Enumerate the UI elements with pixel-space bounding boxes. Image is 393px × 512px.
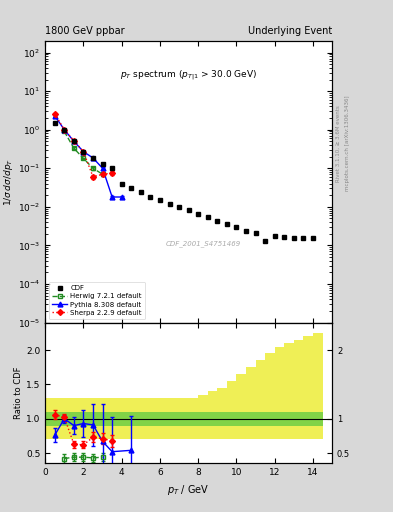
Text: 1800 GeV ppbar: 1800 GeV ppbar bbox=[45, 26, 125, 36]
Text: mcplots.cern.ch [arXiv:1306.3436]: mcplots.cern.ch [arXiv:1306.3436] bbox=[345, 96, 350, 191]
Text: $p_T$ spectrum ($p_{T|1}$ > 30.0 GeV): $p_T$ spectrum ($p_{T|1}$ > 30.0 GeV) bbox=[120, 69, 257, 83]
X-axis label: $p_T$ / GeV: $p_T$ / GeV bbox=[167, 483, 210, 497]
Y-axis label: $1/\sigma\,d\sigma/dp_T$: $1/\sigma\,d\sigma/dp_T$ bbox=[2, 158, 15, 206]
Text: CDF_2001_S4751469: CDF_2001_S4751469 bbox=[165, 240, 241, 247]
Y-axis label: Ratio to CDF: Ratio to CDF bbox=[14, 367, 23, 419]
Legend: CDF, Herwig 7.2.1 default, Pythia 8.308 default, Sherpa 2.2.9 default: CDF, Herwig 7.2.1 default, Pythia 8.308 … bbox=[49, 282, 145, 319]
Text: Rivet 3.1.10, ≥ 3.6M events: Rivet 3.1.10, ≥ 3.6M events bbox=[336, 105, 341, 182]
Text: Underlying Event: Underlying Event bbox=[248, 26, 332, 36]
